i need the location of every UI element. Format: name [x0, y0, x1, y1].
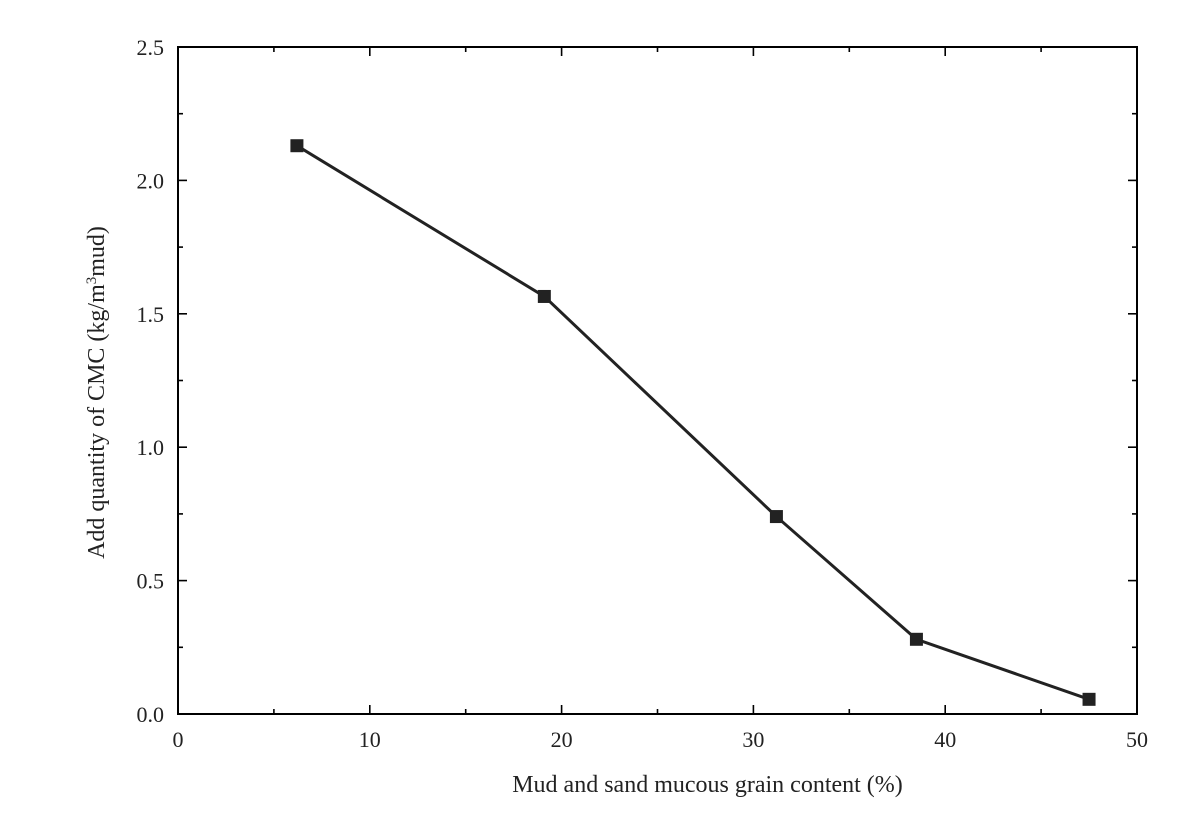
y-tick-label: 1.0 [137, 435, 165, 460]
y-tick-label: 2.5 [137, 35, 165, 60]
x-tick-label: 40 [934, 727, 956, 752]
y-axis-label-superscript: 3 [84, 277, 100, 285]
data-point [290, 139, 304, 153]
axis-ticks [177, 46, 1138, 715]
x-axis-label: Mud and sand mucous grain content (%) [512, 772, 903, 798]
y-tick-label: 2.0 [137, 168, 165, 193]
x-tick-label: 30 [742, 727, 764, 752]
series-group [290, 139, 1096, 706]
y-axis-label: Add quantity of CMC (kg/m3mud) [84, 226, 110, 559]
x-tick-label: 20 [551, 727, 573, 752]
x-tick-label: 10 [359, 727, 381, 752]
x-tick-labels: 0 10 20 30 40 50 [173, 727, 1149, 752]
data-point [769, 510, 783, 524]
y-axis-label-main: Add quantity of CMC (kg/m [84, 284, 110, 559]
plot-frame [177, 46, 1138, 715]
x-tick-label: 0 [173, 727, 184, 752]
data-point [909, 632, 923, 646]
data-point [537, 289, 551, 303]
x-tick-label: 50 [1126, 727, 1148, 752]
y-axis-label-tail: mud) [84, 226, 110, 277]
data-point [1082, 692, 1096, 706]
series-line [296, 144, 1090, 701]
y-tick-label: 0.5 [137, 569, 165, 594]
y-tick-label: 1.5 [137, 302, 165, 327]
y-tick-labels: 0.0 0.5 1.0 1.5 2.0 2.5 [137, 35, 165, 727]
plot-border [177, 46, 1138, 715]
y-tick-label: 0.0 [137, 702, 165, 727]
